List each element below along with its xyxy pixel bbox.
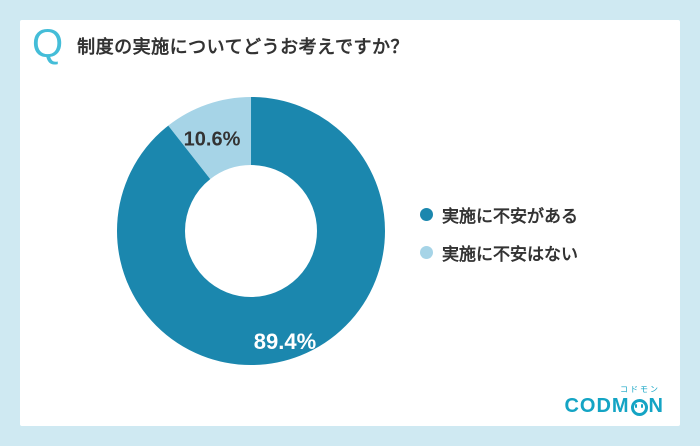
codmon-logo-kana: コドモン: [620, 385, 660, 394]
codmon-face-icon: [630, 398, 648, 416]
page-title: 制度の実施についてどうお考えですか？: [77, 37, 410, 57]
codmon-logo: コドモン CODM N: [564, 385, 664, 417]
content-card: Q 制度の実施についてどうお考えですか？ 89.4% 10.6% 実施に不安があ…: [20, 20, 680, 426]
donut-slice-not-anxious: [117, 97, 385, 365]
codmon-logo-text: CODM N: [564, 396, 664, 416]
codmon-logo-before: CODM: [564, 395, 630, 417]
legend-item-not-anxious: 実施に不安はない: [420, 240, 578, 265]
chart-legend: 実施に不安がある 実施に不安はない: [420, 202, 578, 265]
legend-dot-not-anxious: [420, 246, 433, 259]
legend-label-not-anxious: 実施に不安はない: [442, 245, 578, 264]
donut-svg: [117, 97, 385, 365]
slice-label-not-anxious: 10.6%: [183, 128, 241, 151]
donut-chart: [114, 94, 388, 368]
legend-label-anxious: 実施に不安がある: [442, 207, 578, 226]
legend-dot-anxious: [420, 208, 433, 221]
legend-item-anxious: 実施に不安がある: [420, 202, 578, 227]
slice-label-anxious: 89.4%: [253, 329, 317, 354]
q-icon: Q: [32, 22, 64, 66]
codmon-logo-after: N: [648, 395, 664, 417]
question-header: Q 制度の実施についてどうお考えですか？: [32, 22, 410, 66]
